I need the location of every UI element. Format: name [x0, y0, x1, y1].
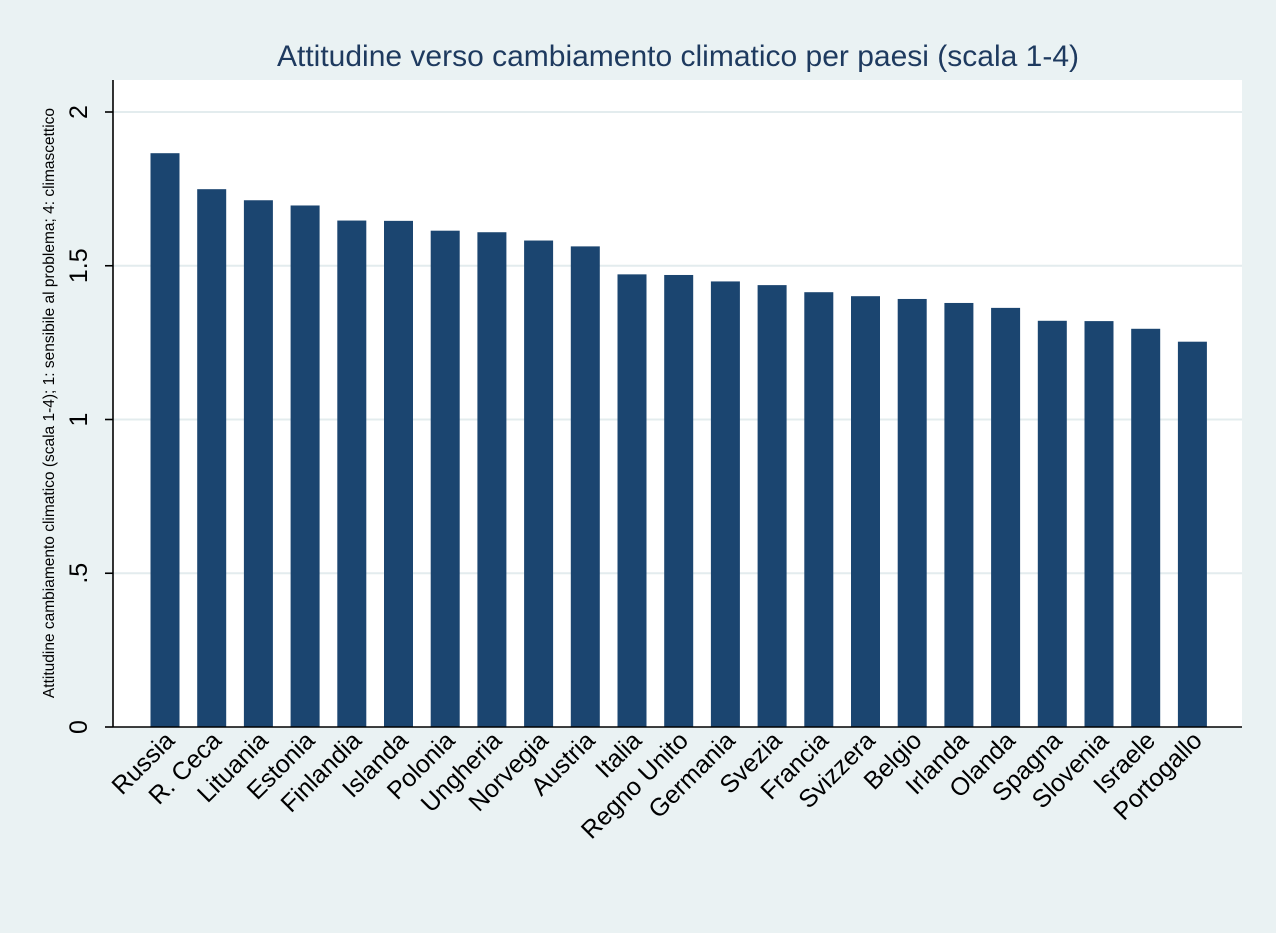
bar — [477, 232, 507, 728]
y-tick-label: .5 — [65, 563, 93, 584]
bar — [337, 220, 367, 728]
bar — [524, 240, 554, 727]
bar — [197, 189, 227, 727]
bar — [944, 302, 974, 727]
bar — [290, 205, 320, 728]
y-axis-ticks: 0 .5 1 1.5 2 — [65, 105, 113, 734]
y-axis-title: Attitudine cambiamento climatico (scala … — [41, 108, 58, 698]
bar — [664, 274, 694, 727]
y-tick-label: 2 — [65, 105, 93, 119]
bar — [757, 285, 787, 727]
y-tick-label: 1 — [65, 413, 93, 427]
bar — [1177, 341, 1207, 727]
bars — [150, 153, 1207, 728]
bar — [430, 230, 460, 727]
chart-title: Attitudine verso cambiamento climatico p… — [277, 40, 1079, 73]
bar — [384, 220, 413, 728]
y-tick-label: 0 — [65, 720, 93, 734]
bar — [570, 246, 600, 727]
bar — [851, 296, 880, 727]
bar — [897, 298, 927, 727]
bar — [1037, 320, 1067, 727]
bar — [1084, 321, 1114, 727]
bar — [150, 153, 180, 727]
bar — [710, 281, 740, 727]
bar — [1131, 328, 1161, 727]
y-tick-label: 1.5 — [65, 248, 93, 283]
bar — [991, 307, 1021, 727]
bar — [243, 200, 273, 727]
bar — [617, 274, 647, 727]
bar — [804, 292, 834, 727]
